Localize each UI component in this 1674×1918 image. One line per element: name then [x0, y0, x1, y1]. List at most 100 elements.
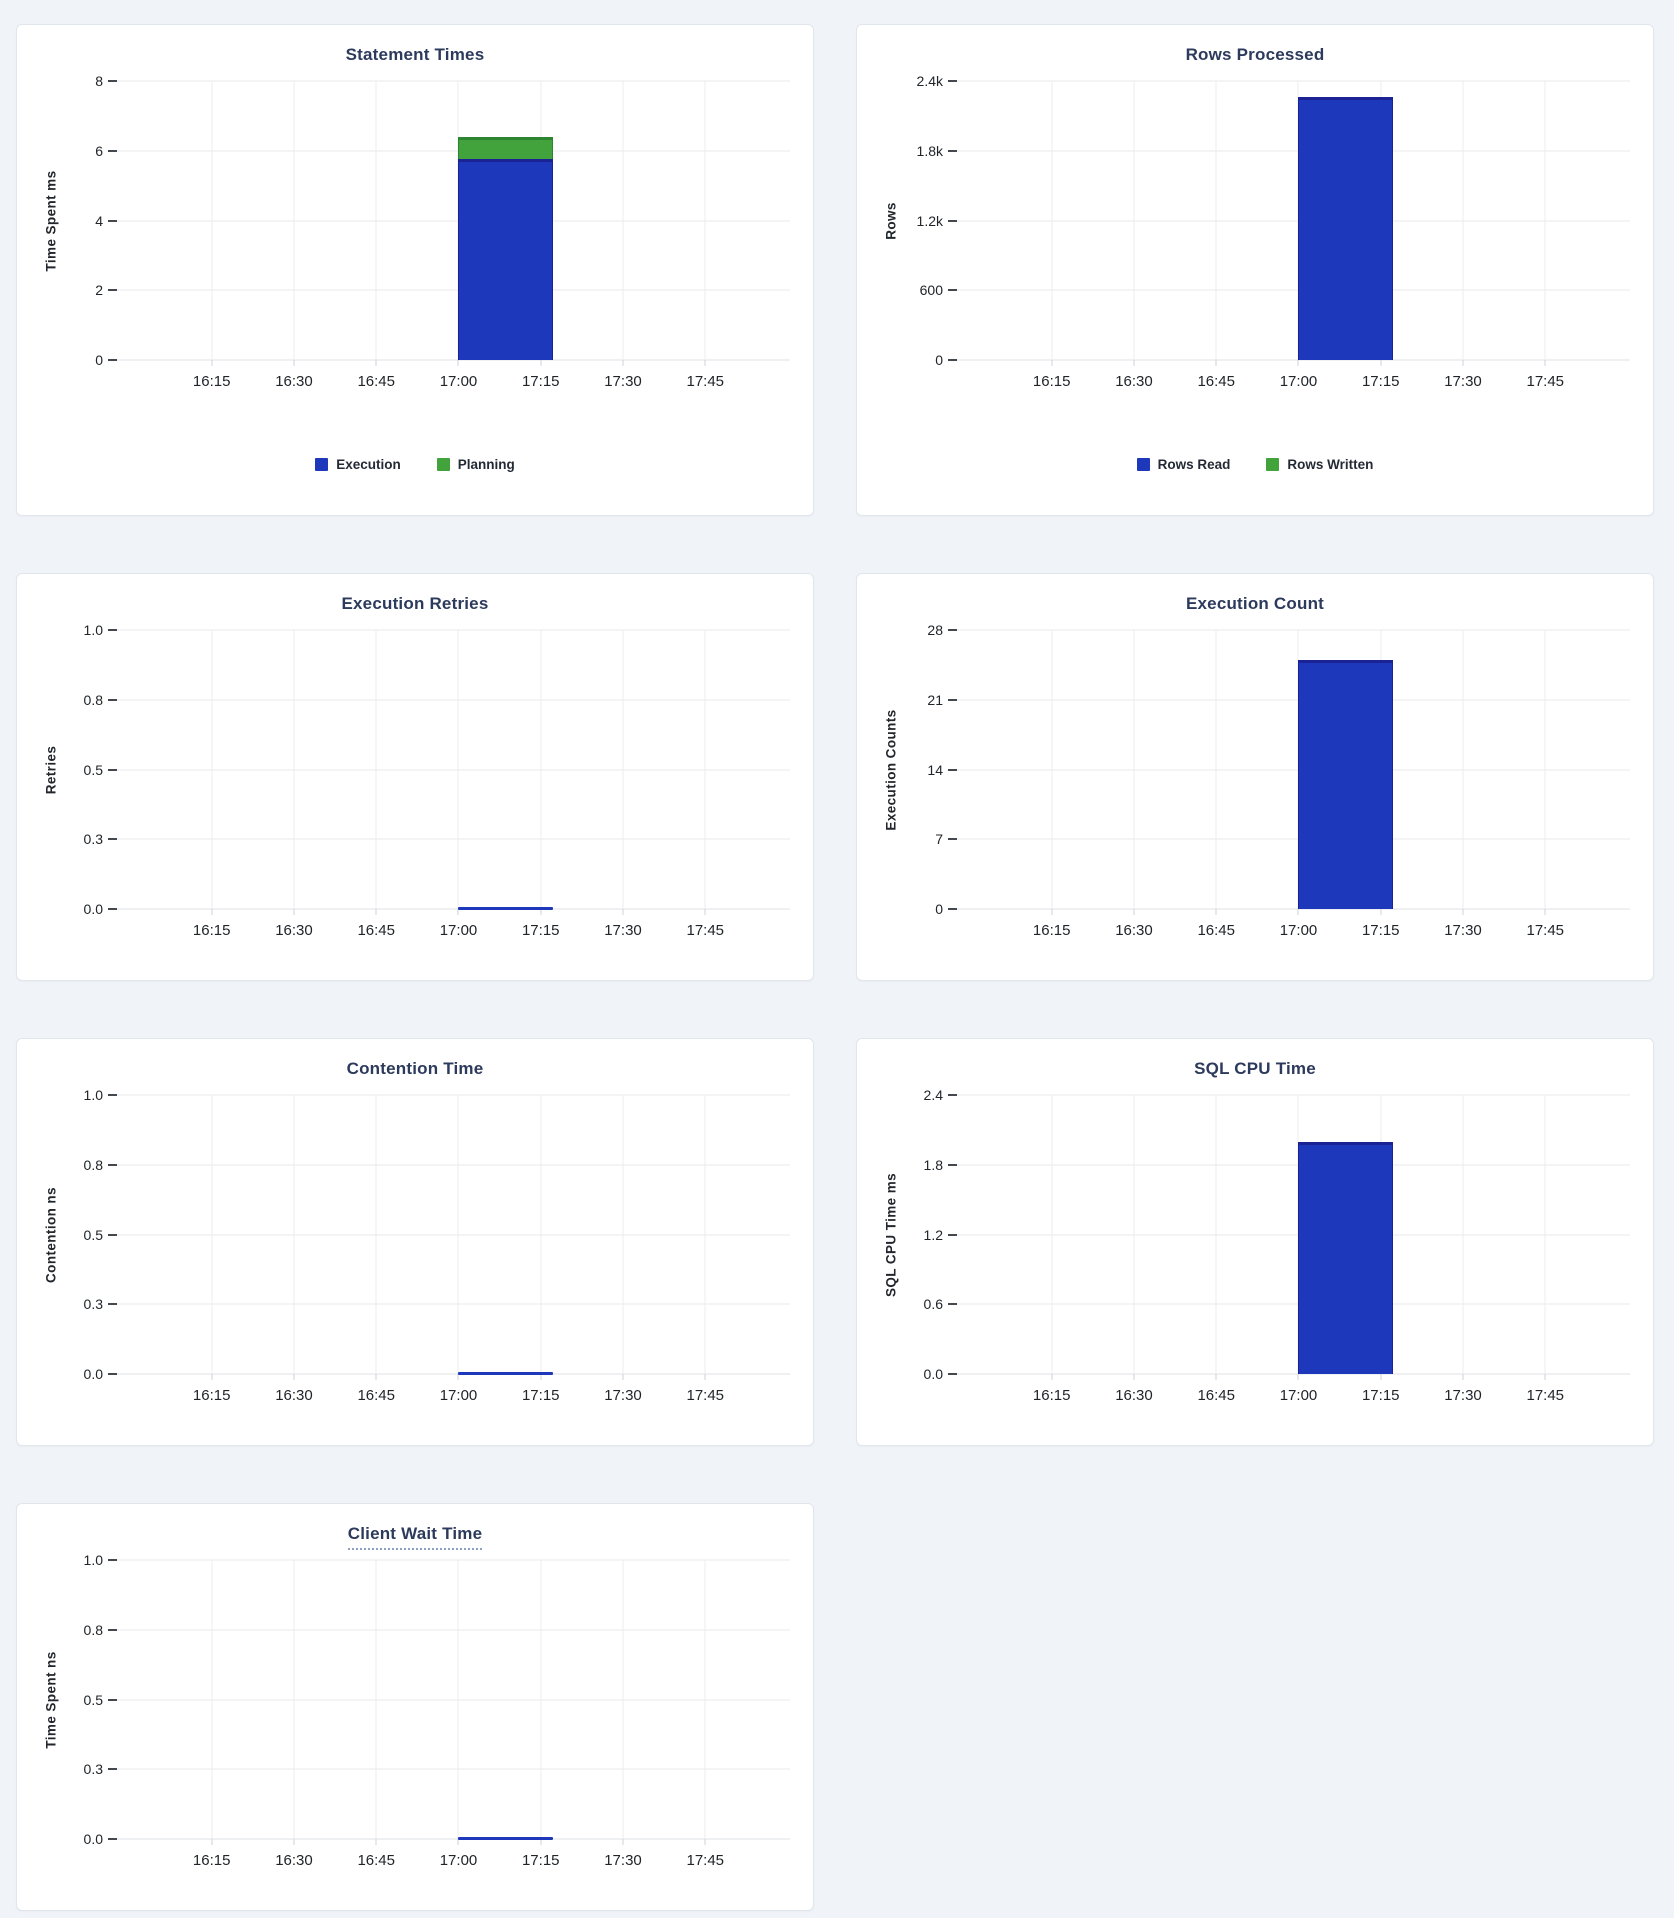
gridline-vertical	[293, 1095, 295, 1374]
y-tick-label: 1.2k	[916, 212, 943, 229]
y-axis-label: Time Spent ns	[43, 1651, 59, 1749]
x-tick-label: 16:15	[192, 922, 231, 939]
bar-execution	[458, 159, 554, 360]
y-tick-mark	[948, 359, 957, 361]
y-tick-mark	[108, 359, 117, 361]
gridline-vertical	[704, 630, 706, 909]
y-tick-mark	[108, 629, 117, 631]
y-tick-label: 0.8	[83, 691, 103, 708]
x-tick-mark	[293, 1374, 295, 1380]
x-tick-mark	[457, 1374, 459, 1380]
legend-item-planning[interactable]: Planning	[436, 457, 515, 472]
y-tick-mark	[948, 908, 957, 910]
x-tick-mark	[1462, 909, 1464, 915]
x-tick-label: 17:30	[604, 1387, 642, 1404]
gridline-vertical	[1215, 81, 1217, 360]
y-tick-label: 0.3	[83, 1296, 103, 1313]
x-tick-label: 17:30	[1444, 1387, 1482, 1404]
bar-execution-count	[1298, 659, 1394, 909]
gridline-horizontal	[117, 220, 790, 221]
gridline-vertical	[375, 81, 377, 360]
y-tick-mark	[108, 149, 117, 152]
x-tick-label: 17:30	[604, 922, 642, 939]
x-tick-label: 17:15	[1361, 922, 1400, 939]
x-tick-label: 17:15	[521, 922, 560, 939]
x-tick-label: 16:45	[1197, 1387, 1235, 1404]
x-tick-mark	[540, 909, 542, 915]
gridline-vertical	[704, 1560, 706, 1839]
gridline-horizontal	[117, 80, 790, 82]
y-axis-label: Execution Counts	[883, 709, 899, 831]
y-tick-label: 1.2	[923, 1226, 943, 1243]
gridline-vertical	[704, 81, 706, 360]
chart-card-sql-cpu-time: SQL CPU Time SQL CPU Time ms 0.0 0.6 1.2 1.8 2…	[856, 1038, 1654, 1446]
gridline-horizontal	[117, 1303, 790, 1305]
y-axis-label: SQL CPU Time ms	[883, 1172, 899, 1298]
green-legend-swatch	[1266, 458, 1280, 471]
legend-item-execution[interactable]: Execution	[315, 457, 401, 472]
x-tick-label: 16:45	[357, 1852, 395, 1869]
x-tick-mark	[1215, 909, 1217, 915]
plot-area: 0.0 0.6 1.2 1.8 2.4 16:15 16:30 16:45 17:00 17:15…	[924, 1087, 1630, 1404]
y-tick-mark	[108, 1768, 117, 1771]
y-tick-label: 21	[927, 691, 943, 708]
y-tick-label: 28	[927, 622, 943, 638]
x-tick-label: 16:45	[1197, 373, 1235, 390]
x-tick-label: 16:45	[357, 922, 395, 939]
x-tick-mark	[1133, 360, 1135, 366]
legend-label: Planning	[457, 457, 515, 472]
gridline-vertical	[540, 1560, 542, 1839]
y-tick-mark	[108, 289, 117, 292]
gridline-horizontal	[957, 1234, 1630, 1235]
gridline-horizontal	[957, 150, 1630, 152]
x-tick-mark	[704, 1839, 706, 1845]
y-tick-label: 0.0	[83, 901, 103, 917]
x-tick-mark	[622, 1839, 624, 1845]
x-tick-mark	[1133, 1374, 1135, 1380]
x-tick-label: 17:15	[521, 1387, 560, 1404]
gridline-vertical	[375, 630, 377, 909]
y-tick-label: 0	[935, 901, 943, 917]
x-tick-label: 17:00	[439, 922, 478, 939]
gridline-horizontal	[957, 1164, 1630, 1166]
x-tick-mark	[211, 1839, 213, 1845]
legend-item-rows-written[interactable]: Rows Written	[1266, 457, 1373, 472]
y-tick-label: 14	[927, 761, 943, 778]
gridline-horizontal	[117, 150, 790, 152]
x-tick-label: 17:15	[1361, 373, 1400, 390]
x-tick-mark	[211, 1374, 213, 1380]
x-tick-mark	[1380, 360, 1382, 366]
gridline-vertical	[1544, 1095, 1546, 1374]
gridline-vertical	[622, 81, 624, 360]
gridline-vertical	[1133, 81, 1135, 360]
y-tick-label: 0	[95, 352, 103, 368]
chart-title[interactable]: Client Wait Time	[347, 1524, 483, 1550]
gridline-horizontal	[117, 289, 790, 291]
gridline-horizontal	[117, 1164, 790, 1166]
gridline-horizontal	[117, 1838, 790, 1840]
gridline-vertical	[1215, 1095, 1217, 1374]
gridline-horizontal	[957, 769, 1630, 770]
y-tick-mark	[108, 1163, 117, 1166]
gridline-vertical	[211, 1560, 213, 1839]
x-tick-label: 17:45	[1526, 922, 1565, 939]
blue-legend-swatch	[1136, 458, 1150, 471]
y-tick-label: 2	[95, 282, 103, 299]
gridline-horizontal	[957, 1094, 1630, 1096]
x-tick-label: 17:45	[1526, 1387, 1565, 1404]
x-tick-mark	[375, 909, 377, 915]
gridline-horizontal	[117, 359, 790, 361]
gridline-vertical	[1462, 630, 1464, 909]
legend-label: Rows Read	[1157, 457, 1231, 472]
x-tick-label: 16:45	[357, 373, 395, 390]
y-tick-label: 0.0	[83, 1831, 103, 1847]
gridline-vertical	[1051, 81, 1053, 360]
legend-item-rows-read[interactable]: Rows Read	[1136, 457, 1231, 472]
plot-area: 0.0 0.3 0.5 0.8 1.0 16:15 16:30 16:45 17:00 17:15…	[84, 1087, 790, 1404]
y-tick-label: 0.3	[83, 1761, 103, 1778]
gridline-horizontal	[117, 1699, 790, 1700]
chart-card-execution-retries: Execution Retries Retries 0.0 0.3 0.5 0.8 1.0 1…	[16, 573, 814, 981]
y-tick-mark	[948, 289, 957, 292]
gridline-vertical	[211, 630, 213, 909]
